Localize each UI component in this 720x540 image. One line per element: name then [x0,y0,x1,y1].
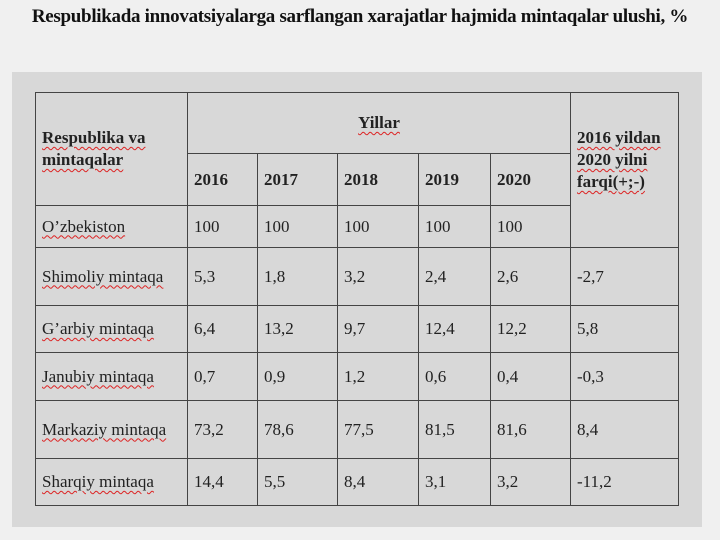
value-cell: 6,4 [187,305,258,353]
year-header: 2020 [490,153,571,206]
table-body: Respublika va mintaqalar Yillar 2016 yil… [35,92,679,506]
region-name: Shimoliy mintaqa [35,247,188,306]
data-row: O’zbekiston 100 100 100 100 100 [35,205,679,248]
value-cell: 8,4 [337,458,419,506]
value-cell: 1,2 [337,352,419,401]
value-cell: 100 [337,205,419,248]
data-row: Markaziy mintaqa 73,2 78,6 77,5 81,5 81,6 8,4 [35,400,679,459]
region-name: G’arbiy mintaqa [35,305,188,353]
value-cell: 5,8 [570,305,679,353]
value-cell: 0,6 [418,352,491,401]
value-cell: 81,5 [418,400,491,459]
region-name: Sharqiy mintaqa [35,458,188,506]
region-header: Respublika va mintaqalar [35,92,188,206]
value-cell: 14,4 [187,458,258,506]
year-header: 2016 [187,153,258,206]
value-cell: 12,2 [490,305,571,353]
data-row: Shimoliy mintaqa 5,3 1,8 3,2 2,4 2,6 -2,7 [35,247,679,306]
data-row: Janubiy mintaqa 0,7 0,9 1,2 0,6 0,4 -0,3 [35,352,679,401]
value-cell: -0,3 [570,352,679,401]
value-cell: 0,9 [257,352,338,401]
year-header: 2018 [337,153,419,206]
value-cell: 8,4 [570,400,679,459]
years-row: 2016 2017 2018 2019 2020 [36,153,679,206]
value-cell: 73,2 [187,400,258,459]
value-cell: 1,8 [257,247,338,306]
value-cell: 0,7 [187,352,258,401]
group-header: Yillar [187,92,571,154]
diff-header: 2016 yildan 2020 yilni farqi(+;-) [570,92,679,248]
value-cell: 5,5 [257,458,338,506]
title: Respublikada innovatsiyalarga sarflangan… [31,6,689,27]
year-header: 2019 [418,153,491,206]
data-row: Sharqiy mintaqa 14,4 5,5 8,4 3,1 3,2 -11,2 [35,458,679,506]
value-cell: 81,6 [490,400,571,459]
value-cell: 2,4 [418,247,491,306]
value-cell: 5,3 [187,247,258,306]
value-cell: 3,1 [418,458,491,506]
value-cell: 78,6 [257,400,338,459]
year-header: 2017 [257,153,338,206]
value-cell: 100 [490,205,571,248]
value-cell: 100 [187,205,258,248]
value-cell: 0,4 [490,352,571,401]
value-cell: 100 [418,205,491,248]
value-cell: 12,4 [418,305,491,353]
value-cell: 2,6 [490,247,571,306]
value-cell: 100 [257,205,338,248]
header-row: Respublika va mintaqalar Yillar 2016 yil… [35,92,679,248]
data-table: Respublika va mintaqalar Yillar 2016 yil… [35,92,679,506]
value-cell: 9,7 [337,305,419,353]
value-cell: 77,5 [337,400,419,459]
region-name: O’zbekiston [35,205,188,248]
region-name: Janubiy mintaqa [35,352,188,401]
value-cell: 3,2 [490,458,571,506]
data-row: G’arbiy mintaqa 6,4 13,2 9,7 12,4 12,2 5,8 [35,305,679,353]
value-cell: 3,2 [337,247,419,306]
value-cell: -2,7 [570,247,679,306]
table-panel: Respublika va mintaqalar Yillar 2016 yil… [12,72,702,527]
region-name: Markaziy mintaqa [35,400,188,459]
value-cell: -11,2 [570,458,679,506]
value-cell: 13,2 [257,305,338,353]
